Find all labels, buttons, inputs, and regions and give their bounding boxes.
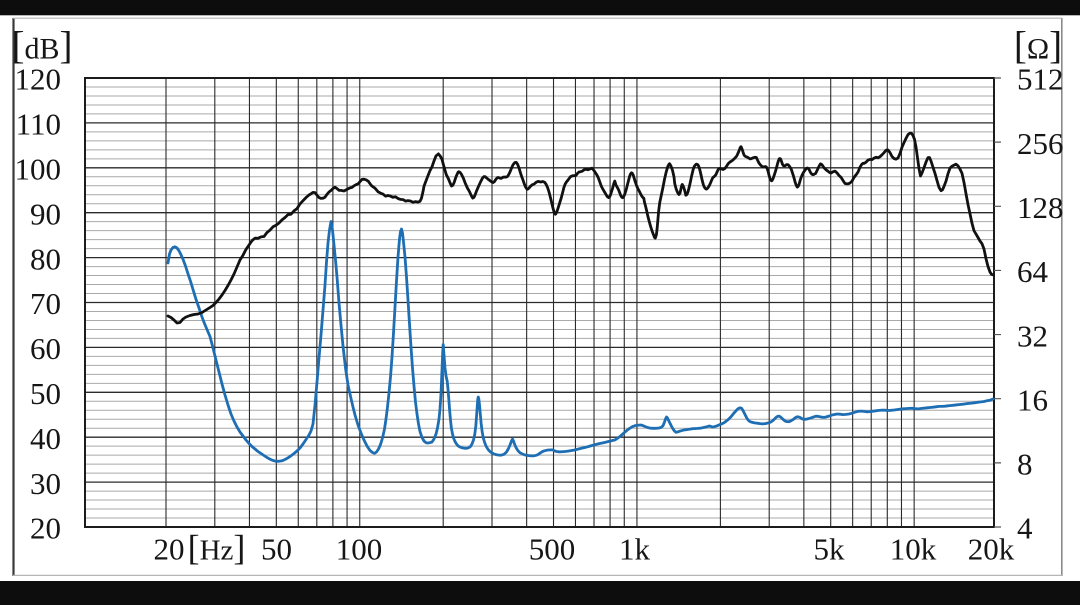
svg-text:120: 120 bbox=[15, 62, 62, 97]
svg-text:70: 70 bbox=[30, 286, 61, 321]
svg-text:256: 256 bbox=[1017, 126, 1064, 161]
svg-text:128: 128 bbox=[1017, 190, 1064, 225]
svg-text:50: 50 bbox=[261, 532, 292, 567]
svg-text:64: 64 bbox=[1017, 254, 1049, 289]
svg-text:100: 100 bbox=[15, 152, 62, 187]
svg-text:90: 90 bbox=[30, 196, 61, 231]
svg-text:16: 16 bbox=[1017, 382, 1048, 417]
svg-text:30: 30 bbox=[30, 466, 61, 501]
svg-text:512: 512 bbox=[1017, 62, 1064, 97]
svg-text:80: 80 bbox=[30, 241, 61, 276]
svg-text:110: 110 bbox=[16, 107, 61, 142]
svg-text:500: 500 bbox=[529, 532, 576, 567]
svg-text:60: 60 bbox=[30, 331, 61, 366]
svg-text:4: 4 bbox=[1017, 511, 1033, 546]
svg-text:50: 50 bbox=[30, 376, 61, 411]
svg-text:100: 100 bbox=[336, 532, 383, 567]
svg-text:32: 32 bbox=[1017, 318, 1048, 353]
svg-text:10k: 10k bbox=[890, 532, 937, 567]
svg-text:40: 40 bbox=[30, 421, 61, 456]
svg-text:[dB]: [dB] bbox=[11, 25, 72, 68]
svg-text:5k: 5k bbox=[814, 532, 846, 567]
svg-text:20: 20 bbox=[154, 532, 185, 567]
svg-text:20: 20 bbox=[30, 511, 61, 546]
svg-text:20k: 20k bbox=[968, 532, 1015, 567]
svg-text:1k: 1k bbox=[619, 532, 651, 567]
svg-text:8: 8 bbox=[1017, 447, 1033, 482]
svg-text:[Ω]: [Ω] bbox=[1014, 25, 1062, 68]
svg-text:[Hz]: [Hz] bbox=[188, 528, 246, 568]
